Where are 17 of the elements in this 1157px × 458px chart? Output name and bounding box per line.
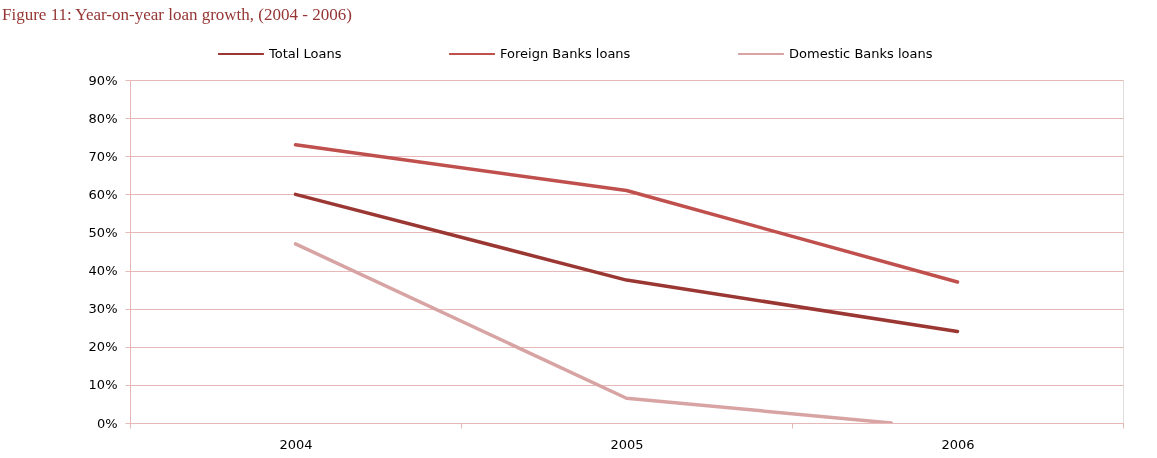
chart-title: Figure 11: Year-on-year loan growth, (2004 - 2006) bbox=[2, 5, 352, 24]
x-tick-label: 2006 bbox=[941, 436, 975, 452]
y-tick-label: 50% bbox=[88, 224, 118, 240]
legend-label: Foreign Banks loans bbox=[500, 46, 631, 61]
y-tick-label: 60% bbox=[88, 186, 118, 202]
legend-label: Domestic Banks loans bbox=[789, 46, 933, 61]
y-tick-label: 40% bbox=[88, 263, 118, 279]
y-tick-label: 80% bbox=[88, 110, 118, 126]
y-tick-label: 10% bbox=[88, 377, 118, 393]
x-tick-label: 2004 bbox=[279, 436, 313, 452]
y-tick-label: 90% bbox=[88, 72, 118, 88]
y-tick-label: 30% bbox=[88, 301, 118, 317]
legend-label: Total Loans bbox=[268, 46, 342, 61]
y-tick-label: 0% bbox=[96, 415, 118, 431]
x-tick-label: 2005 bbox=[610, 436, 644, 452]
y-tick-label: 70% bbox=[88, 148, 118, 164]
y-tick-label: 20% bbox=[88, 339, 118, 355]
